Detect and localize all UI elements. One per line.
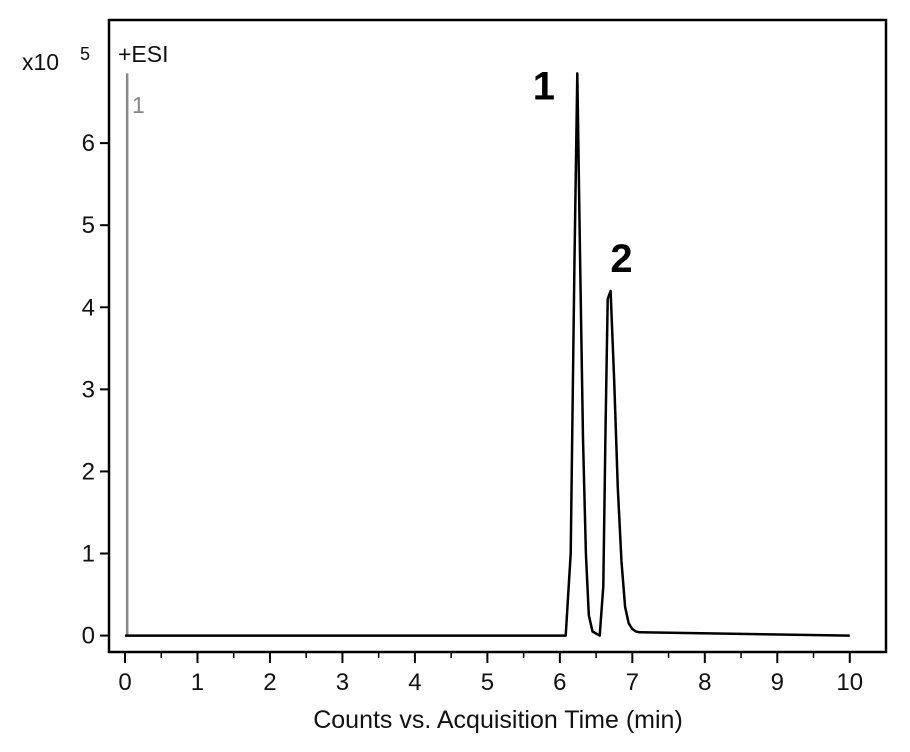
y-tick-label: 1: [82, 541, 95, 568]
x-tick-label: 5: [481, 669, 494, 696]
x-tick-label: 3: [336, 669, 349, 696]
x-tick-label: 9: [771, 669, 784, 696]
x-tick-label: 0: [118, 669, 131, 696]
x-tick-label: 8: [698, 669, 711, 696]
x-axis-title: Counts vs. Acquisition Time (min): [313, 706, 683, 734]
ion-mode-label: +ESI: [118, 41, 169, 67]
x-tick-label: 2: [263, 669, 276, 696]
series-trace: [125, 72, 850, 637]
x-tick-label: 6: [553, 669, 566, 696]
trace-number-label: 1: [132, 92, 145, 118]
peak-label-2: 2: [610, 237, 632, 281]
y-tick-label: 5: [82, 212, 95, 239]
y-tick-label: 3: [82, 376, 95, 403]
x-axis: 0 1 2 3 4 5 6 7 8 9 10: [118, 652, 863, 696]
y-multiplier-exponent: 5: [80, 44, 90, 64]
x-tick-label: 1: [191, 669, 204, 696]
x-tick-label: 10: [836, 669, 863, 696]
y-axis: 0 1 2 3 4 5 6: [82, 130, 109, 650]
y-tick-label: 6: [82, 130, 95, 157]
y-tick-label: 2: [82, 458, 95, 485]
x-tick-label: 4: [408, 669, 421, 696]
y-tick-label: 0: [82, 623, 95, 650]
y-multiplier-label: x10: [22, 49, 59, 75]
x-tick-label: 7: [626, 669, 639, 696]
peak-label-1: 1: [533, 65, 555, 109]
plot-frame: [107, 18, 888, 654]
y-tick-label: 4: [82, 294, 95, 321]
